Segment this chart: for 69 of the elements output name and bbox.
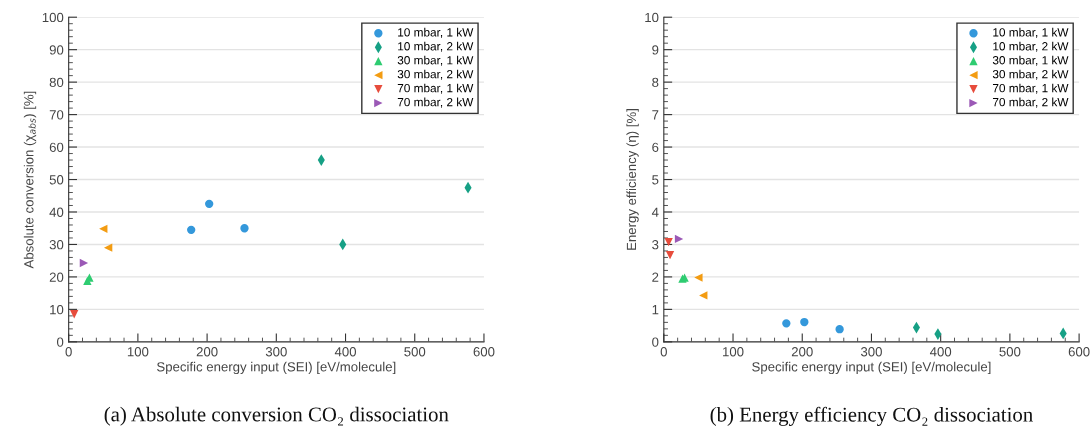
y-tick-label: 50 [49,175,64,185]
legend-label: 30 mbar, 2 kW [992,69,1069,80]
legend-label: 10 mbar, 1 kW [993,27,1069,38]
x-tick-label: 0 [660,347,667,357]
y-tick-label: 70 [49,110,64,120]
legend-label: 70 mbar, 2 kW [397,97,474,108]
y-tick-label: 0 [56,337,64,347]
x-tick-label: 300 [860,347,882,357]
y-tick-label: 8 [652,77,659,88]
y-tick-label: 80 [49,77,64,88]
legend-label: 10 mbar, 2 kW [398,41,474,52]
point [103,243,113,252]
point [835,325,844,334]
y-tick-label: 0 [652,337,659,347]
point [70,310,79,319]
x-tick-label: 100 [723,347,744,357]
y-tick-label: 30 [49,240,64,250]
y-tick-label: 10 [645,12,659,23]
y-tick-label: 10 [50,304,64,315]
point [699,291,708,300]
y-axis-title: Energy efficiency (η) [%] [626,109,639,250]
x-tick-label: 500 [404,347,426,357]
x-tick-label: 100 [127,347,149,357]
legend-label: 70 mbar, 1 kW [992,83,1069,94]
y-tick-label: 6 [652,142,659,152]
y-tick-label: 9 [652,45,659,55]
y-tick-label: 7 [652,110,659,120]
legend-label: 10 mbar, 1 kW [398,27,474,38]
y-tick-label: 5 [652,175,659,185]
x-tick-label: 200 [196,347,218,357]
x-tick-label: 0 [65,347,72,357]
y-tick-label: 2 [652,272,659,282]
x-axis-title: Specific energy input (SEI) [eV/molecule] [752,361,991,375]
y-tick-label: 60 [49,142,64,152]
x-axis-title: Specific energy input (SEI) [eV/molecule] [157,361,396,375]
text: (a) Absolute conversion CO₂ dissociation [104,406,449,426]
point [187,225,196,235]
legend-label: 30 mbar, 2 kW [397,69,474,80]
y-tick-label: 90 [49,45,64,55]
legend-label: 70 mbar, 1 kW [397,83,474,94]
point [99,224,108,234]
x-tick-label: 200 [791,347,813,357]
legend-label: 10 mbar, 2 kW [993,41,1069,52]
y-tick-label: 3 [652,240,659,250]
point [240,224,249,233]
point [800,317,809,327]
point [79,258,89,268]
x-tick-label: 300 [265,347,287,357]
point [664,238,673,247]
point [694,273,703,282]
x-tick-label: 500 [999,347,1021,357]
y-tick-label: 4 [651,207,659,217]
y-tick-label: 20 [49,272,64,282]
y-axis-title: Absolute conversion (χ$_{abs}$) [%] [23,91,37,269]
y-tick-label: 40 [49,207,64,217]
legend-label: 30 mbar, 1 kW [992,55,1069,66]
point [665,251,675,260]
y-tick-label: 100 [42,12,64,23]
x-tick-label: 600 [473,347,495,357]
x-tick-label: 400 [334,347,357,357]
point [205,199,214,209]
x-tick-label: 400 [929,347,952,357]
x-tick-label: 600 [1068,347,1090,357]
point [782,319,791,328]
legend-label: 30 mbar, 1 kW [397,55,474,66]
y-tick-label: 1 [652,305,659,315]
point [674,234,684,244]
legend-label: 70 mbar, 2 kW [992,97,1069,108]
text: (b) Energy efficiency CO₂ dissociation [710,406,1033,426]
